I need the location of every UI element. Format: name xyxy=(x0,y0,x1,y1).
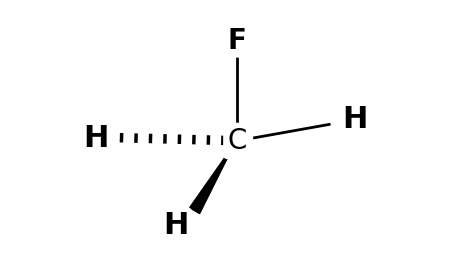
Text: H: H xyxy=(83,124,109,153)
Text: F: F xyxy=(228,27,246,55)
Text: C: C xyxy=(228,127,246,155)
Text: H: H xyxy=(163,211,189,240)
Text: H: H xyxy=(342,105,367,134)
Polygon shape xyxy=(190,144,235,214)
